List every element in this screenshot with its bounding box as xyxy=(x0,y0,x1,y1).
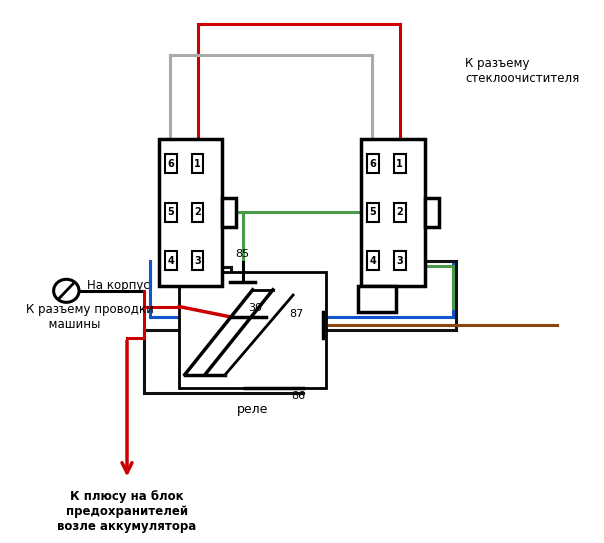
Text: 3: 3 xyxy=(194,256,201,266)
Bar xyxy=(222,198,236,227)
Text: 30: 30 xyxy=(248,302,262,313)
Text: 1: 1 xyxy=(194,159,201,169)
Text: К разъему
стеклоочистителя: К разъему стеклоочистителя xyxy=(465,57,579,85)
Text: К плюсу на блок
предохранителей
возле аккумулятора: К плюсу на блок предохранителей возле ак… xyxy=(57,490,197,533)
Text: 3: 3 xyxy=(396,256,403,266)
Bar xyxy=(192,154,204,173)
Text: 85: 85 xyxy=(236,249,249,260)
Text: 4: 4 xyxy=(167,256,174,266)
Text: К разъему проводки
      машины: К разъему проводки машины xyxy=(26,303,154,331)
Bar xyxy=(367,251,379,270)
Bar xyxy=(165,251,176,270)
Text: 6: 6 xyxy=(167,159,174,169)
Text: 87: 87 xyxy=(289,310,303,319)
Bar xyxy=(179,273,326,388)
Bar xyxy=(394,251,405,270)
Text: 86: 86 xyxy=(292,390,306,401)
Text: 1: 1 xyxy=(396,159,403,169)
Bar xyxy=(192,203,204,222)
Text: 4: 4 xyxy=(370,256,376,266)
Bar xyxy=(425,198,439,227)
Bar xyxy=(165,203,176,222)
Text: На корпус: На корпус xyxy=(86,279,149,292)
Text: 2: 2 xyxy=(194,207,201,217)
Text: реле: реле xyxy=(237,403,268,416)
Bar xyxy=(394,154,405,173)
Bar xyxy=(361,139,425,286)
Text: 6: 6 xyxy=(370,159,376,169)
Bar xyxy=(165,154,176,173)
Text: 2: 2 xyxy=(396,207,403,217)
Text: 5: 5 xyxy=(167,207,174,217)
Bar xyxy=(367,203,379,222)
Bar xyxy=(367,154,379,173)
Bar xyxy=(358,286,396,312)
Text: 5: 5 xyxy=(370,207,376,217)
Bar xyxy=(159,139,222,286)
Bar xyxy=(394,203,405,222)
Bar xyxy=(192,251,204,270)
